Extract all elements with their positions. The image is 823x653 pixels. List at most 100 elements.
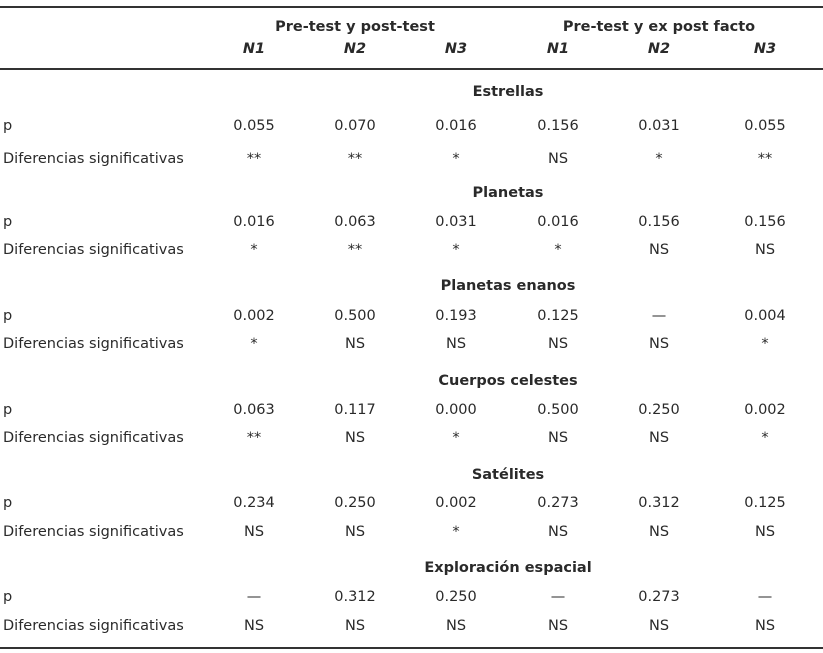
p-value-cell: 0.063 (233, 401, 275, 418)
significance-cell: NS (648, 523, 670, 540)
section-title: Satélites (471, 466, 545, 483)
p-value-cell: 0.156 (744, 213, 786, 230)
significance-cell: ** (246, 150, 262, 167)
significance-cell: ** (246, 429, 262, 446)
significance-cell: * (250, 335, 258, 352)
significance-cell: NS (648, 429, 670, 446)
row-label-p: p (3, 117, 13, 134)
significance-cell: NS (243, 523, 265, 540)
p-value-cell: 0.250 (638, 401, 680, 418)
column-header: N2 (343, 40, 367, 57)
top-rule (0, 6, 823, 8)
significance-cell: * (452, 150, 460, 167)
significance-cell: NS (547, 429, 569, 446)
significance-cell: * (250, 241, 258, 258)
significance-cell: * (554, 241, 562, 258)
significance-cell: NS (344, 617, 366, 634)
p-value-cell: 0.125 (744, 494, 786, 511)
section-title: Estrellas (472, 83, 544, 100)
row-label-diff: Diferencias significativas (3, 335, 184, 352)
column-header: N3 (444, 40, 468, 57)
significance-cell: NS (547, 617, 569, 634)
p-value-cell: 0.002 (744, 401, 786, 418)
p-value-cell: — (550, 588, 566, 605)
significance-cell: NS (344, 335, 366, 352)
p-value-cell: 0.055 (233, 117, 275, 134)
row-label-diff: Diferencias significativas (3, 241, 184, 258)
row-label-diff: Diferencias significativas (3, 429, 184, 446)
significance-cell: NS (547, 150, 569, 167)
row-label-diff: Diferencias significativas (3, 523, 184, 540)
significance-cell: * (452, 523, 460, 540)
p-value-cell: 0.000 (435, 401, 477, 418)
significance-cell: NS (754, 523, 776, 540)
significance-cell: NS (648, 617, 670, 634)
p-value-cell: 0.004 (744, 307, 786, 324)
significance-cell: NS (445, 617, 467, 634)
significance-cell: NS (547, 335, 569, 352)
group-header: Pre-test y ex post facto (562, 18, 756, 35)
row-label-diff: Diferencias significativas (3, 617, 184, 634)
p-value-cell: 0.063 (334, 213, 376, 230)
column-header: N3 (753, 40, 777, 57)
significance-cell: NS (754, 617, 776, 634)
column-header: N1 (546, 40, 570, 57)
header-rule (0, 68, 823, 70)
significance-cell: NS (344, 523, 366, 540)
column-header: N2 (647, 40, 671, 57)
p-value-cell: 0.016 (435, 117, 477, 134)
significance-cell: NS (344, 429, 366, 446)
p-value-cell: 0.234 (233, 494, 275, 511)
p-value-cell: 0.193 (435, 307, 477, 324)
p-value-cell: 0.002 (233, 307, 275, 324)
bottom-rule (0, 647, 823, 649)
significance-cell: NS (648, 241, 670, 258)
significance-cell: * (761, 335, 769, 352)
p-value-cell: — (246, 588, 262, 605)
row-label-p: p (3, 213, 13, 230)
row-label-diff: Diferencias significativas (3, 150, 184, 167)
section-title: Planetas (472, 184, 544, 201)
section-title: Cuerpos celestes (438, 372, 578, 389)
p-value-cell: 0.031 (638, 117, 680, 134)
significance-cell: NS (648, 335, 670, 352)
p-value-cell: 0.055 (744, 117, 786, 134)
column-header: N1 (242, 40, 266, 57)
significance-cell: * (761, 429, 769, 446)
row-label-p: p (3, 401, 13, 418)
significance-cell: NS (754, 241, 776, 258)
row-label-p: p (3, 494, 13, 511)
p-value-cell: 0.500 (537, 401, 579, 418)
p-value-cell: — (757, 588, 773, 605)
significance-cell: ** (757, 150, 773, 167)
p-value-cell: 0.273 (537, 494, 579, 511)
p-value-cell: 0.250 (334, 494, 376, 511)
p-value-cell: 0.312 (638, 494, 680, 511)
significance-cell: * (452, 241, 460, 258)
significance-cell: * (655, 150, 663, 167)
p-value-cell: 0.016 (233, 213, 275, 230)
section-title: Exploración espacial (424, 559, 592, 576)
p-value-cell: 0.156 (537, 117, 579, 134)
p-value-cell: 0.312 (334, 588, 376, 605)
p-value-cell: 0.016 (537, 213, 579, 230)
p-value-cell: 0.156 (638, 213, 680, 230)
row-label-p: p (3, 588, 13, 605)
p-value-cell: 0.250 (435, 588, 477, 605)
p-value-cell: 0.273 (638, 588, 680, 605)
significance-cell: NS (547, 523, 569, 540)
p-value-cell: 0.500 (334, 307, 376, 324)
p-value-cell: 0.125 (537, 307, 579, 324)
p-value-cell: 0.002 (435, 494, 477, 511)
significance-cell: NS (445, 335, 467, 352)
p-value-cell: — (651, 307, 667, 324)
section-title: Planetas enanos (440, 277, 576, 294)
significance-cell: ** (347, 150, 363, 167)
significance-cell: NS (243, 617, 265, 634)
group-header: Pre-test y post-test (275, 18, 435, 35)
significance-cell: * (452, 429, 460, 446)
p-value-cell: 0.117 (334, 401, 376, 418)
row-label-p: p (3, 307, 13, 324)
p-value-cell: 0.031 (435, 213, 477, 230)
